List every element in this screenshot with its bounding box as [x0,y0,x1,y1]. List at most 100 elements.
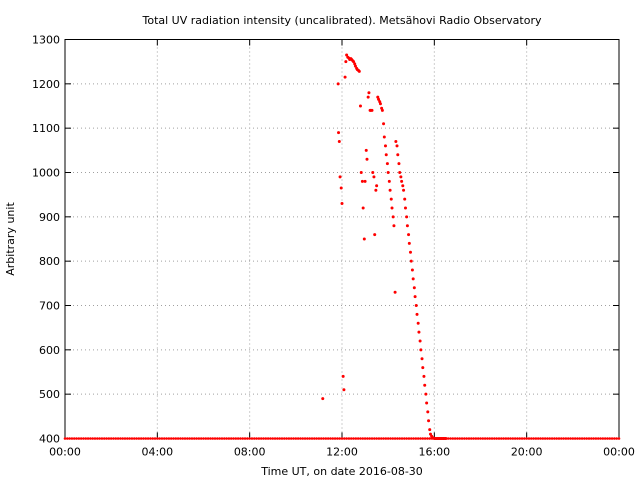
data-point [367,91,371,95]
baseline-point [225,437,228,440]
baseline-point [213,437,217,440]
baseline-point [232,437,235,440]
baseline-point [416,437,420,440]
baseline-point [555,437,558,440]
baseline-point [490,437,494,440]
baseline-point [504,437,508,440]
grid [64,39,620,439]
data-point [405,215,409,219]
baseline-point [513,437,517,440]
baseline-point [123,437,127,440]
baseline-point [495,437,498,440]
data-point [422,374,426,378]
baseline-point [257,437,261,440]
baseline-point [564,437,568,440]
baseline-point [534,437,538,440]
baseline-point [156,437,159,440]
data-point [428,432,432,436]
baseline-point [190,437,194,440]
data-point [382,135,386,139]
baseline-point [271,437,275,440]
baseline-point [276,437,279,440]
baseline-point [241,437,245,440]
baseline-point [571,437,575,440]
baseline-point [246,437,249,440]
data-point [388,188,392,192]
baseline-point [403,437,406,440]
baseline-point [548,437,552,440]
baseline-point [562,437,565,440]
baseline-point [368,437,372,440]
data-point [373,233,377,237]
baseline-point [107,437,111,440]
y-axis-label: Arbitrary unit [4,202,17,276]
baseline-point [529,437,533,440]
baseline-point [116,437,120,440]
baseline-point [580,437,584,440]
baseline-point [142,437,145,440]
data-point [387,179,391,183]
baseline-point [250,437,254,440]
baseline-point [601,437,605,440]
baseline-point [63,437,67,440]
baseline-point [338,437,341,440]
baseline-point [509,437,512,440]
data-point [377,97,381,101]
data-point [421,366,425,370]
baseline-point [599,437,602,440]
data-point [386,171,390,174]
data-point [371,171,375,174]
baseline-point [428,437,432,440]
baseline-point [128,437,131,440]
data-point [423,383,427,387]
data-point [374,188,378,192]
chart-title: Total UV radiation intensity (uncalibrat… [142,14,542,27]
baseline-point [486,437,489,440]
data-point [402,188,406,192]
data-point [416,321,420,325]
baseline-point [313,437,316,440]
x-tick-label: 12:00 [326,446,358,459]
baseline-point [460,437,464,440]
baseline-point [183,437,187,440]
data-point [444,437,448,440]
baseline-point [603,437,607,440]
baseline-point [72,437,76,440]
baseline-point [541,437,545,440]
baseline-point [349,437,353,440]
baseline-point [112,437,115,440]
baseline-point [126,437,129,440]
baseline-point [324,437,328,440]
baseline-point [446,437,450,440]
baseline-point [472,437,475,440]
data-point [390,206,394,210]
baseline-point [174,437,178,440]
baseline-point [476,437,480,440]
baseline-point [532,437,535,440]
data-point [343,75,347,79]
baseline-point [308,437,311,440]
baseline-point [239,437,242,440]
baseline-point [456,437,459,440]
data-point [338,175,342,179]
data-point [414,304,418,307]
baseline-point [294,437,298,440]
baseline-point [266,437,270,440]
y-tick-label: 400 [39,433,60,446]
baseline-point [559,437,563,440]
baseline-point [252,437,256,440]
data-point [393,290,397,294]
data-point [394,139,398,143]
baseline-point [333,437,337,440]
data-point [428,428,432,432]
y-tick-label: 700 [39,300,60,313]
data-point [426,410,430,414]
baseline-point [310,437,314,440]
data-point [380,108,384,112]
baseline-point [615,437,618,440]
baseline-point [336,437,339,440]
baseline-point [576,437,579,440]
baseline-point [179,437,182,440]
baseline-point [375,437,378,440]
baseline-point [488,437,492,440]
